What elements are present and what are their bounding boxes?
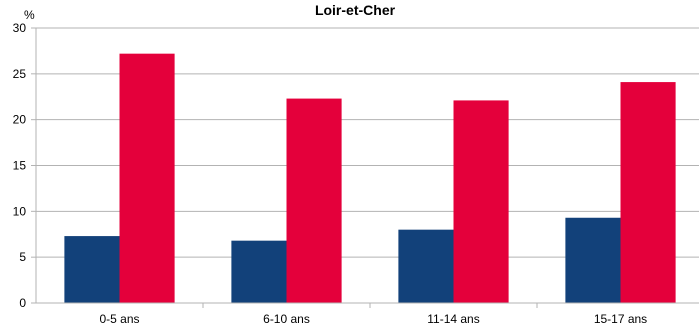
bar-series-2-2	[453, 100, 509, 304]
y-tick-label-0: 0	[19, 296, 26, 310]
y-tick-label-1: 5	[19, 250, 26, 264]
y-tick-label-2: 10	[13, 204, 27, 218]
bar-series-2-1	[286, 98, 342, 303]
y-tick-label-3: 15	[13, 159, 27, 173]
x-tick-label-3: 15-17 ans	[594, 312, 647, 326]
x-tick-label-0: 0-5 ans	[99, 312, 139, 326]
axes	[31, 27, 699, 308]
chart-title: Loir-et-Cher	[315, 2, 396, 18]
bar-series-1-0	[64, 236, 120, 303]
y-tick-label-5: 25	[13, 67, 27, 81]
y-axis-unit-label: %	[24, 8, 35, 22]
x-tick-label-2: 11-14 ans	[427, 312, 479, 326]
y-tick-labels: 0 5 10 15 20 25 30	[13, 21, 27, 310]
bars	[64, 53, 676, 304]
y-tick-label-6: 30	[13, 21, 27, 35]
x-tick-labels: 0-5 ans 6-10 ans 11-14 ans 15-17 ans	[99, 312, 647, 326]
bar-series-1-1	[231, 240, 287, 303]
x-tick-label-1: 6-10 ans	[263, 312, 310, 326]
bar-series-2-0	[119, 53, 175, 303]
bar-series-1-2	[398, 229, 454, 303]
bar-series-2-3	[620, 82, 676, 303]
bar-series-1-3	[565, 217, 621, 303]
y-tick-label-4: 20	[13, 113, 27, 127]
